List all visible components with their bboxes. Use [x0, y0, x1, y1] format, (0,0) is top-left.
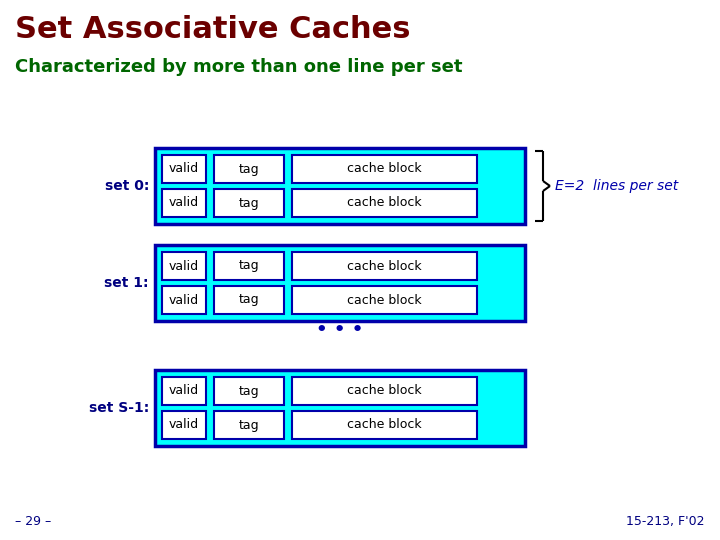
Text: tag: tag — [239, 384, 259, 397]
FancyBboxPatch shape — [292, 155, 477, 183]
Text: – 29 –: – 29 – — [15, 515, 51, 528]
FancyBboxPatch shape — [292, 286, 477, 314]
Text: Set Associative Caches: Set Associative Caches — [15, 15, 410, 44]
FancyBboxPatch shape — [155, 245, 525, 321]
Text: 15-213, F'02: 15-213, F'02 — [626, 515, 705, 528]
Text: tag: tag — [239, 260, 259, 273]
FancyBboxPatch shape — [162, 377, 206, 405]
FancyBboxPatch shape — [292, 377, 477, 405]
Text: cache block: cache block — [347, 384, 422, 397]
FancyBboxPatch shape — [292, 189, 477, 217]
Text: tag: tag — [239, 197, 259, 210]
Text: valid: valid — [169, 418, 199, 431]
FancyBboxPatch shape — [292, 411, 477, 439]
FancyBboxPatch shape — [162, 411, 206, 439]
Text: set 0:: set 0: — [104, 179, 149, 193]
FancyBboxPatch shape — [162, 286, 206, 314]
FancyBboxPatch shape — [162, 155, 206, 183]
FancyBboxPatch shape — [155, 148, 525, 224]
Text: cache block: cache block — [347, 197, 422, 210]
Text: cache block: cache block — [347, 163, 422, 176]
Text: cache block: cache block — [347, 294, 422, 307]
Text: set 1:: set 1: — [104, 276, 149, 290]
Text: cache block: cache block — [347, 260, 422, 273]
FancyBboxPatch shape — [214, 377, 284, 405]
Text: tag: tag — [239, 294, 259, 307]
FancyBboxPatch shape — [214, 189, 284, 217]
Text: tag: tag — [239, 418, 259, 431]
FancyBboxPatch shape — [214, 286, 284, 314]
Text: • • •: • • • — [316, 321, 364, 339]
Text: Characterized by more than one line per set: Characterized by more than one line per … — [15, 58, 462, 76]
FancyBboxPatch shape — [162, 189, 206, 217]
FancyBboxPatch shape — [214, 155, 284, 183]
Text: valid: valid — [169, 294, 199, 307]
Text: cache block: cache block — [347, 418, 422, 431]
Text: tag: tag — [239, 163, 259, 176]
Text: valid: valid — [169, 197, 199, 210]
Text: set S-1:: set S-1: — [89, 401, 149, 415]
Text: E=2  lines per set: E=2 lines per set — [555, 179, 678, 193]
FancyBboxPatch shape — [214, 411, 284, 439]
FancyBboxPatch shape — [292, 252, 477, 280]
FancyBboxPatch shape — [214, 252, 284, 280]
FancyBboxPatch shape — [162, 252, 206, 280]
FancyBboxPatch shape — [155, 370, 525, 446]
Text: valid: valid — [169, 384, 199, 397]
Text: valid: valid — [169, 163, 199, 176]
Text: valid: valid — [169, 260, 199, 273]
